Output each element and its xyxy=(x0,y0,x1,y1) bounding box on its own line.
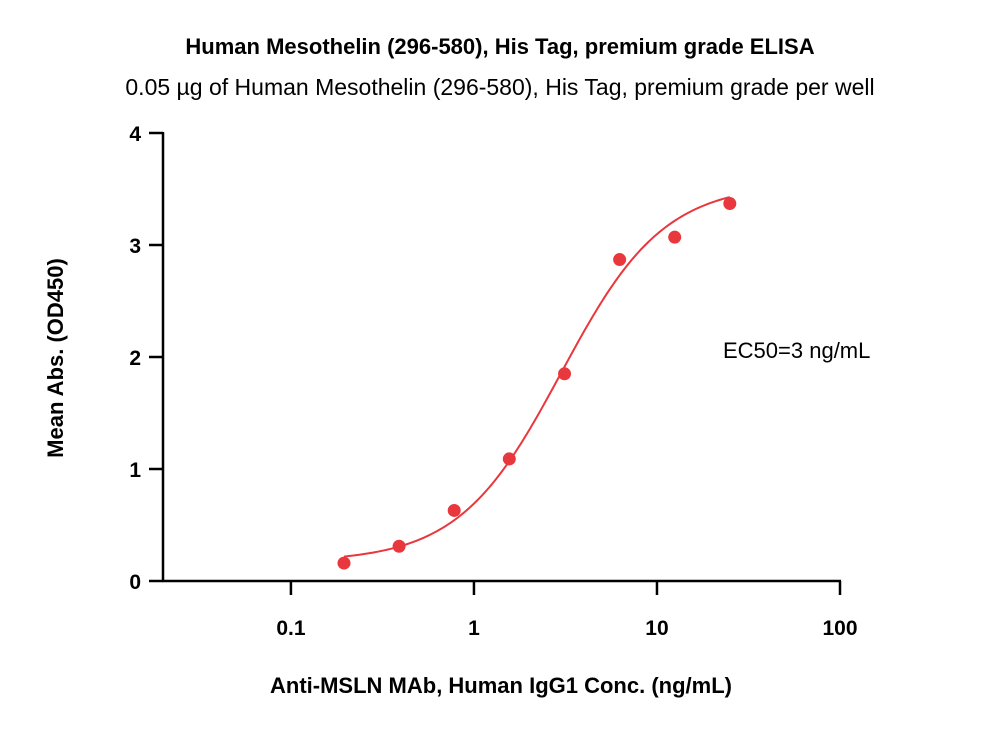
data-point xyxy=(502,452,516,466)
y-tick-label: 2 xyxy=(129,347,141,370)
data-point xyxy=(558,367,572,381)
x-tick-label: 100 xyxy=(822,617,857,640)
data-point xyxy=(613,253,627,267)
ec50-annotation: EC50=3 ng/mL xyxy=(723,338,870,363)
x-tick-label: 10 xyxy=(645,617,668,640)
data-points xyxy=(337,197,737,570)
y-tick-label: 3 xyxy=(129,235,141,258)
data-point xyxy=(392,539,406,553)
fit-curve xyxy=(343,196,731,558)
data-point xyxy=(668,230,682,244)
fit-curve-layer xyxy=(343,196,731,558)
x-tick-label: 0.1 xyxy=(276,617,306,640)
y-tick-label: 4 xyxy=(129,123,141,146)
chart-title: Human Mesothelin (296-580), His Tag, pre… xyxy=(185,34,815,59)
y-tick-label: 1 xyxy=(129,459,141,482)
axes: 0 1 2 3 4 0.1 1 10 100 xyxy=(129,123,857,640)
chart-subtitle: 0.05 µg of Human Mesothelin (296-580), H… xyxy=(125,74,875,100)
data-point xyxy=(447,503,461,517)
data-point xyxy=(723,197,737,211)
y-axis-label: Mean Abs. (OD450) xyxy=(43,258,68,458)
x-axis-label: Anti-MSLN MAb, Human IgG1 Conc. (ng/mL) xyxy=(270,673,732,698)
y-tick-label: 0 xyxy=(129,571,141,594)
x-tick-label: 1 xyxy=(468,617,480,640)
data-point xyxy=(337,556,351,570)
